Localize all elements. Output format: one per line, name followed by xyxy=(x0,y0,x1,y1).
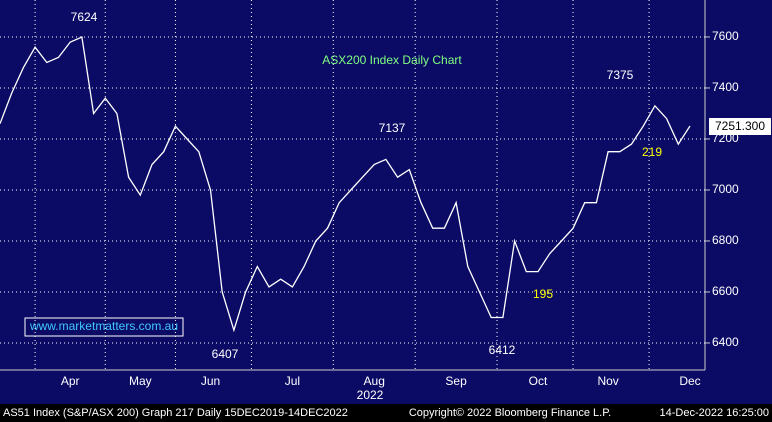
y-tick-label: 6600 xyxy=(712,284,739,298)
x-tick-label: Nov xyxy=(597,374,618,388)
x-tick-label: Oct xyxy=(529,374,548,388)
watermark-box xyxy=(24,317,184,337)
price-line xyxy=(0,36,691,333)
x-tick-label: Aug xyxy=(364,374,385,388)
annotation: 7375 xyxy=(607,68,634,82)
footer-left: AS51 Index (S&P/ASX 200) Graph 217 Daily… xyxy=(3,407,348,419)
y-tick-label: 7200 xyxy=(712,131,739,145)
footer-right: 14-Dec-2022 16:25:00 xyxy=(660,407,769,419)
annotation: 7137 xyxy=(379,121,406,135)
year-label: 2022 xyxy=(357,388,384,402)
y-tick-label: 7000 xyxy=(712,182,739,196)
x-tick-label: Apr xyxy=(61,374,80,388)
x-tick-label: Dec xyxy=(679,374,700,388)
footer-center: Copyright© 2022 Bloomberg Finance L.P. xyxy=(409,407,611,419)
annotation: 195 xyxy=(533,287,553,301)
y-tick-label: 6400 xyxy=(712,335,739,349)
last-price: 7251.300 xyxy=(715,119,765,133)
x-tick-label: Jul xyxy=(285,374,300,388)
annotation: 7624 xyxy=(71,10,98,24)
last-price-box xyxy=(709,118,771,135)
annotation: 6412 xyxy=(489,343,516,357)
watermark: www.marketmatters.com.au xyxy=(29,319,178,333)
chart-title: ASX200 Index Daily Chart xyxy=(322,53,462,67)
annotation: 6407 xyxy=(212,347,239,361)
x-tick-label: May xyxy=(129,374,152,388)
y-tick-label: 7600 xyxy=(712,29,739,43)
y-tick-label: 7400 xyxy=(712,80,739,94)
x-tick-label: Jun xyxy=(201,374,220,388)
y-tick-label: 6800 xyxy=(712,233,739,247)
x-tick-label: Sep xyxy=(445,374,467,388)
plot-background xyxy=(0,0,772,404)
footer-bar xyxy=(0,404,772,422)
annotation: 219 xyxy=(642,145,662,159)
